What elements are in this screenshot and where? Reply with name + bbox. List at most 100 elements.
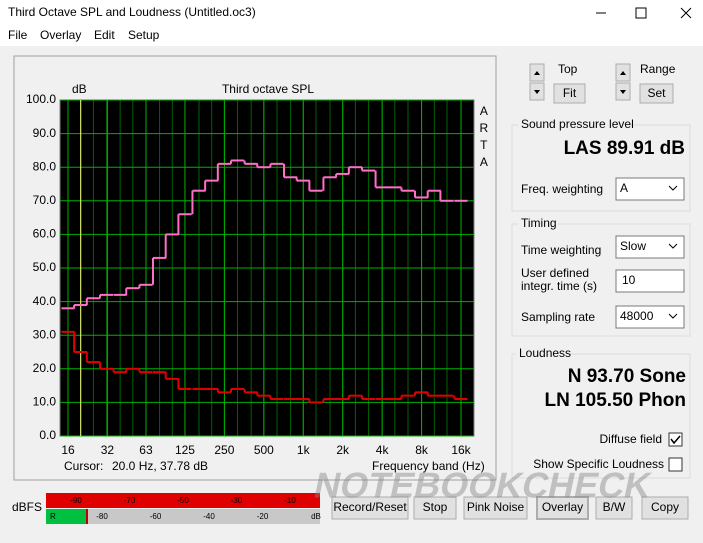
- meter-tick: -50: [177, 496, 189, 505]
- meter-tick: -20: [257, 512, 269, 521]
- close[interactable]: [680, 7, 692, 19]
- button[interactable]: [413, 496, 457, 520]
- time-weighting-label: Time weighting: [521, 243, 601, 257]
- sone-reading: N 93.70 Sone: [568, 366, 686, 387]
- meter-bottom: [46, 509, 320, 524]
- weighting-value: A: [620, 181, 628, 195]
- specific-checkbox[interactable]: [668, 457, 683, 472]
- sampling-rate-label: Sampling rate: [521, 310, 595, 324]
- cursor-readout: 20.0 Hz, 37.78 dB: [112, 459, 208, 473]
- y-tick-label: 0.0: [39, 428, 56, 442]
- integr-input[interactable]: [615, 269, 685, 293]
- top-label: Top: [558, 62, 578, 76]
- x-tick-label: 16: [61, 443, 75, 457]
- chart-title: Third octave SPL: [222, 82, 314, 96]
- brand: ARTA: [477, 104, 491, 172]
- watermark: NOTEBOOKCHECK: [311, 465, 656, 506]
- y-tick-label: 50.0: [33, 260, 57, 274]
- y-tick-label: 70.0: [33, 193, 57, 207]
- x-tick-label: 63: [139, 443, 153, 457]
- check-mark: [670, 435, 681, 445]
- maximize[interactable]: [635, 7, 647, 19]
- button-label: Stop: [423, 500, 448, 514]
- chevron: [668, 243, 678, 249]
- arrow: [534, 90, 540, 94]
- time-weighting-select[interactable]: [615, 235, 685, 259]
- button[interactable]: [536, 496, 589, 520]
- arrow: [534, 71, 540, 75]
- integr-label: integr. time (s): [521, 279, 597, 293]
- y-tick-label: 100.0: [26, 92, 56, 106]
- weighting-label: Freq. weighting: [521, 182, 603, 196]
- legend-bg: [518, 118, 626, 132]
- button-label: Overlay: [542, 500, 583, 514]
- y-axis-label: dB: [72, 82, 87, 96]
- button[interactable]: [595, 496, 633, 520]
- diffuse-label: Diffuse field: [600, 432, 662, 446]
- menu-item[interactable]: Edit: [94, 28, 115, 42]
- button[interactable]: [331, 496, 409, 520]
- meter-tick: -30: [231, 496, 243, 505]
- x-tick-label: 2k: [336, 443, 350, 457]
- meter-label: dBFS: [12, 500, 42, 514]
- chart: 0.0 10.0 20.0 30.0 40.0 50.0 60.0 70.0 80.0 90.0 1…: [26, 92, 475, 457]
- x-tick-label: 32: [101, 443, 115, 457]
- x-tick-label: 16k: [451, 443, 471, 457]
- button-label: Copy: [651, 500, 679, 514]
- fit-button[interactable]: [553, 83, 586, 104]
- menu-item[interactable]: File: [8, 28, 28, 42]
- time-weighting-value: Slow: [620, 239, 646, 253]
- menu-item[interactable]: Setup: [128, 28, 160, 42]
- range-label: Range: [640, 62, 676, 76]
- weighting-select[interactable]: [615, 177, 685, 201]
- meter-tick: -90: [70, 496, 82, 505]
- meter-tick: -70: [124, 496, 136, 505]
- meter-level: [46, 509, 86, 524]
- y-tick-label: 80.0: [33, 159, 57, 173]
- button-label: B/W: [603, 500, 626, 514]
- arrow: [620, 71, 626, 75]
- loudness-group: [511, 353, 691, 479]
- title-bar: [0, 0, 703, 26]
- window-title: Third Octave SPL and Loudness (Untitled.…: [8, 5, 256, 19]
- chevron: [668, 185, 678, 191]
- x-tick-label: 8k: [415, 443, 429, 457]
- button[interactable]: [463, 496, 528, 520]
- cursor-caption: Cursor:: [64, 459, 103, 473]
- set-button[interactable]: [639, 83, 674, 104]
- fit-label: Fit: [563, 86, 577, 100]
- diffuse-checkbox[interactable]: [668, 432, 683, 447]
- integr-value: 10: [622, 273, 636, 287]
- x-axis-label: Frequency band (Hz): [372, 459, 485, 473]
- legend-bg: [516, 347, 568, 361]
- x-tick-label: 500: [254, 443, 274, 457]
- y-tick-label: 40.0: [33, 294, 57, 308]
- meter-tick: -10: [284, 496, 296, 505]
- meter-tick: -40: [203, 512, 215, 521]
- integr-label: User defined: [521, 266, 589, 280]
- button[interactable]: [641, 496, 689, 520]
- x-tick-label: 250: [214, 443, 234, 457]
- meter-tick: -80: [96, 512, 108, 521]
- x-tick-label: 125: [175, 443, 195, 457]
- phon-reading: LN 105.50 Phon: [545, 390, 687, 411]
- meter-tick: dB: [311, 512, 321, 521]
- timing-group: [511, 223, 691, 337]
- arrow: [620, 90, 626, 94]
- menu-item[interactable]: Overlay: [40, 28, 81, 42]
- set-label: Set: [647, 86, 666, 100]
- menu: File Overlay Edit Setup: [8, 28, 160, 42]
- sampling-rate-select[interactable]: [615, 305, 685, 329]
- x-tick-label: 4k: [376, 443, 390, 457]
- buttons: Record/Reset Stop Pink Noise Overlay B/W Copy: [331, 496, 689, 520]
- chevron: [668, 313, 678, 319]
- button-label: Pink Noise: [467, 500, 525, 514]
- meter-top: [46, 493, 320, 508]
- loudness-title: Loudness: [519, 346, 571, 360]
- sampling-rate-value: 48000: [620, 309, 654, 323]
- meter-tick: -60: [150, 512, 162, 521]
- spl-title: Sound pressure level: [521, 117, 634, 131]
- button-label: Record/Reset: [333, 500, 407, 514]
- y-tick-label: 10.0: [33, 395, 57, 409]
